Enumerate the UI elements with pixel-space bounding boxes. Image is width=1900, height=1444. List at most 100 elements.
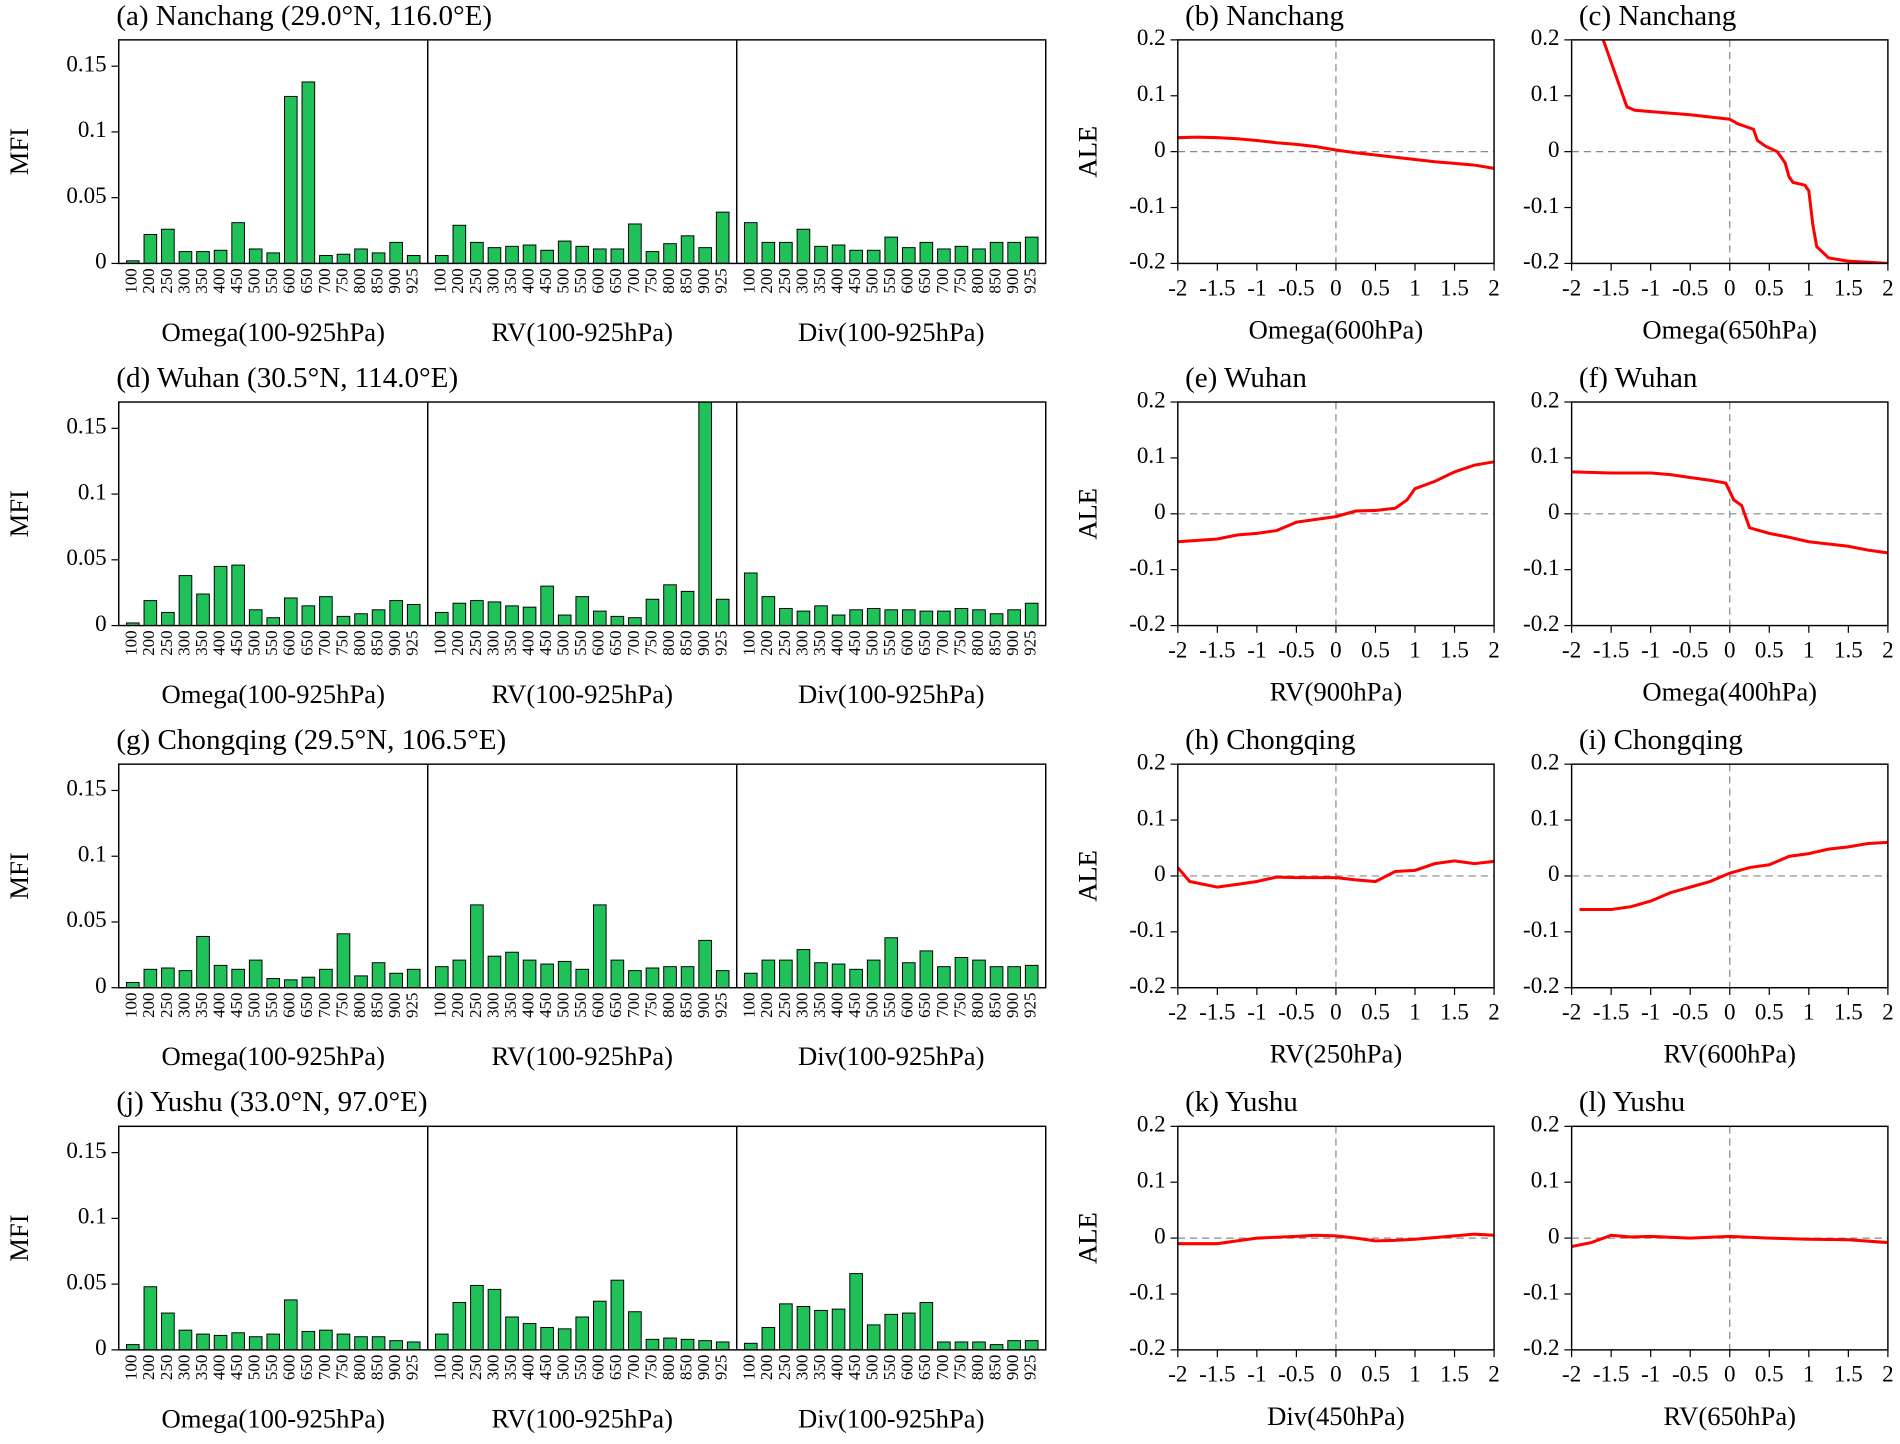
x-tick-label: 850	[676, 993, 695, 1018]
y-tick-label: 0.2	[1137, 1112, 1166, 1137]
x-tick-label: 300	[792, 268, 811, 293]
x-tick-label: 700	[315, 268, 334, 293]
bar	[540, 249, 554, 264]
bar	[937, 610, 951, 626]
x-tick-label: 650	[915, 1355, 934, 1380]
x-tick-label: 750	[641, 268, 660, 293]
x-tick-label: -0.5	[1278, 637, 1314, 662]
bar	[1007, 609, 1021, 626]
x-tick-label: 2	[1488, 1000, 1500, 1025]
x-tick-label: 800	[659, 630, 678, 655]
bar	[452, 959, 467, 988]
x-tick-label: 800	[968, 630, 987, 655]
y-axis-label: MFI	[4, 128, 34, 175]
x-tick-label: 900	[1003, 993, 1022, 1018]
y-tick-label: -0.1	[1523, 917, 1559, 942]
x-tick-label: 925	[403, 993, 422, 1018]
y-tick-label: 0.1	[1137, 805, 1166, 830]
x-tick-label: 750	[641, 993, 660, 1018]
bar	[522, 959, 537, 988]
x-tick-label: 750	[332, 268, 351, 293]
x-tick-label: 650	[915, 268, 934, 293]
bar	[866, 607, 881, 626]
x-tick-label: 350	[501, 630, 520, 655]
x-tick-label: 925	[712, 268, 731, 293]
bar	[628, 617, 642, 626]
y-tick-label: -0.2	[1523, 611, 1559, 636]
frame	[1177, 39, 1495, 265]
y-axis-label: ALE	[1073, 488, 1103, 540]
bar	[143, 968, 158, 988]
y-tick-label: 0	[1548, 861, 1560, 886]
bar	[161, 967, 175, 988]
bar	[406, 604, 421, 626]
x-tick-label: 925	[1021, 1355, 1040, 1380]
x-tick-label: 650	[297, 268, 316, 293]
x-tick-label: 350	[192, 630, 211, 655]
x-tick-label: -0.5	[1672, 1000, 1708, 1025]
bar	[610, 1279, 625, 1350]
frame	[1570, 763, 1889, 989]
bar	[972, 248, 986, 264]
x-tick-label: 200	[448, 630, 467, 655]
bar	[336, 1333, 351, 1350]
x-tick-label: 300	[174, 268, 193, 293]
bar	[645, 967, 660, 988]
ale-line	[1571, 1233, 1888, 1248]
bar	[196, 251, 210, 264]
x-tick-label: 600	[589, 630, 608, 655]
bar	[178, 1329, 193, 1350]
bar	[248, 248, 263, 264]
y-tick-label: 0	[95, 611, 107, 636]
bar	[779, 1303, 793, 1350]
x-tick-label: 1.5	[1834, 1362, 1863, 1387]
bar	[989, 966, 1004, 988]
x-tick-label: 850	[985, 993, 1004, 1018]
x-tick-label: 250	[466, 630, 485, 655]
x-tick-label: -2	[1168, 1000, 1187, 1025]
x-tick-label: 850	[367, 268, 386, 293]
x-tick-label: 100	[740, 630, 759, 655]
x-tick-label: -1	[1641, 637, 1660, 662]
y-tick-label: -0.2	[1129, 1335, 1165, 1360]
frame	[1177, 401, 1495, 627]
bar	[866, 959, 881, 988]
x-tick-label: 1	[1409, 1362, 1421, 1387]
bar	[937, 1341, 951, 1350]
x-axis-label: Div(100-925hPa)	[798, 317, 985, 347]
y-tick-label: -0.1	[1129, 193, 1165, 218]
bar	[663, 966, 677, 988]
bar	[698, 247, 712, 264]
bar	[796, 1305, 811, 1350]
x-tick-label: 550	[262, 1355, 281, 1380]
x-tick-label: 250	[775, 993, 794, 1018]
x-tick-label: 400	[827, 630, 846, 655]
bar	[487, 1288, 502, 1350]
x-tick-label: 250	[157, 630, 176, 655]
x-tick-label: 350	[192, 993, 211, 1018]
bar	[266, 252, 281, 264]
y-tick-label: -0.1	[1129, 1279, 1165, 1304]
x-tick-label: 850	[985, 268, 1004, 293]
x-tick-label: 250	[466, 993, 485, 1018]
x-tick-label: 500	[863, 993, 882, 1018]
bar	[487, 601, 502, 626]
y-tick-label: -0.1	[1523, 1279, 1559, 1304]
bar	[125, 622, 140, 626]
x-tick-label: 750	[950, 993, 969, 1018]
x-axis-label: Omega(650hPa)	[1642, 314, 1817, 344]
x-tick-label: 250	[466, 268, 485, 293]
x-tick-label: 350	[810, 993, 829, 1018]
bar	[628, 970, 642, 988]
x-tick-label: 0	[1724, 1362, 1736, 1387]
frame	[118, 1125, 1047, 1351]
x-tick-label: 800	[659, 993, 678, 1018]
x-tick-label: 100	[122, 630, 141, 655]
bar	[575, 596, 590, 626]
y-axis-label: ALE	[1073, 126, 1103, 178]
x-tick-label: -0.5	[1278, 1000, 1314, 1025]
x-tick-label: -1.5	[1593, 1362, 1629, 1387]
bar	[452, 1302, 467, 1350]
x-tick-label: 600	[280, 1355, 299, 1380]
x-tick-label: 450	[845, 268, 864, 293]
